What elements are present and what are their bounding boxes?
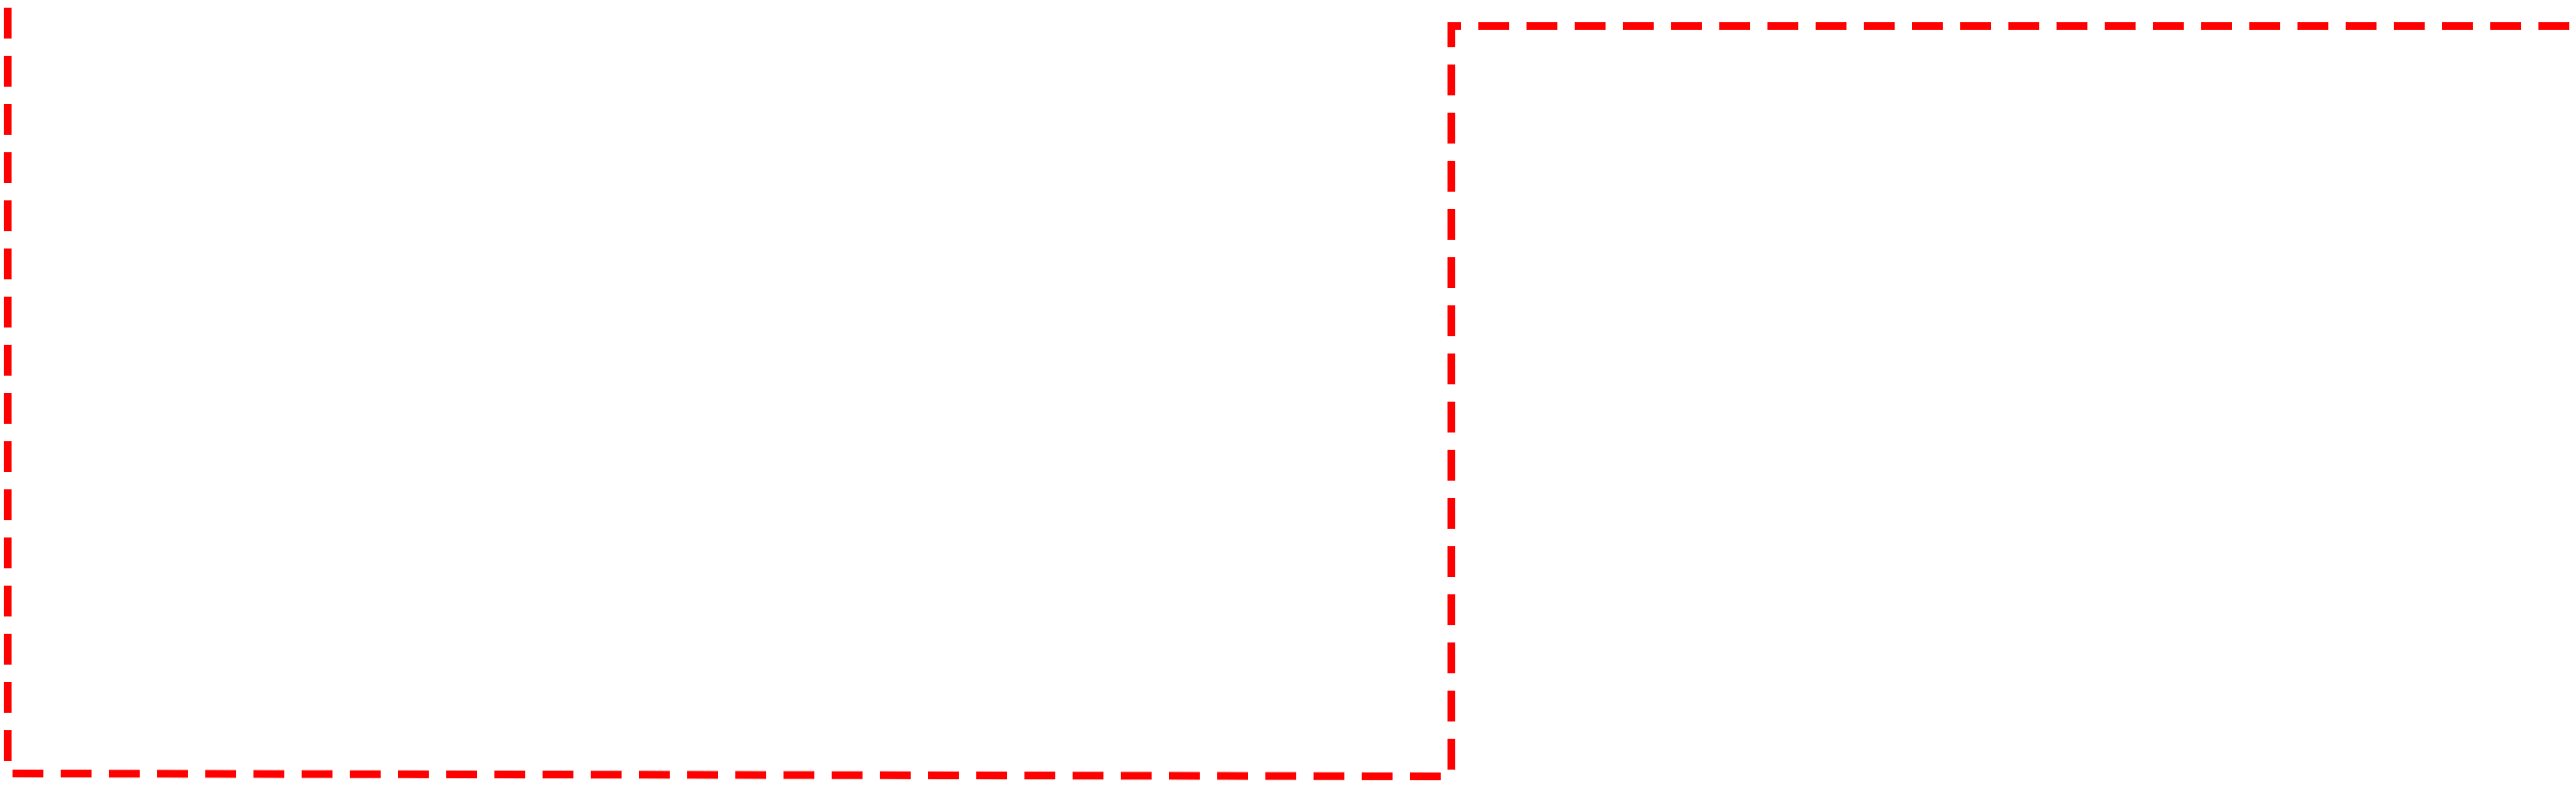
dashed-region-outline bbox=[4, 8, 2576, 781]
